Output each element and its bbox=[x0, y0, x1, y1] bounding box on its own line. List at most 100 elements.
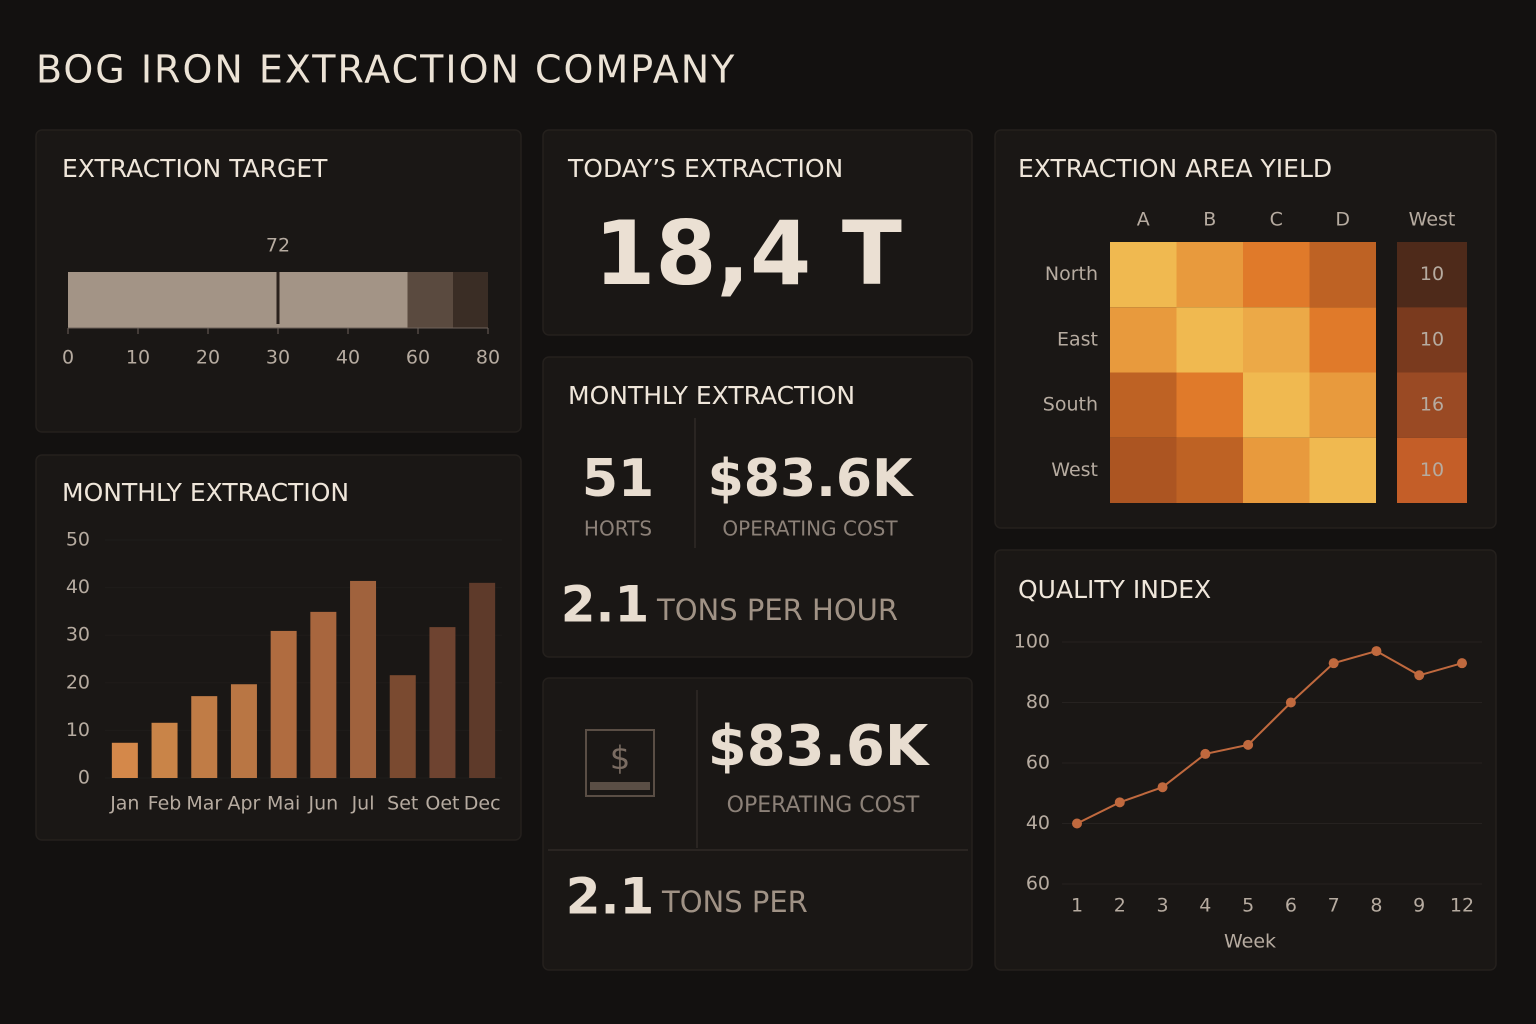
x-tick-label: 80 bbox=[476, 347, 500, 369]
x-tick-label: 12 bbox=[1450, 895, 1474, 917]
x-tick-label: Feb bbox=[148, 793, 182, 815]
bar bbox=[151, 722, 178, 778]
y-tick-label: 60 bbox=[1026, 873, 1050, 895]
y-tick-label: 40 bbox=[1026, 812, 1050, 834]
kpi-title: TODAY’S EXTRACTION bbox=[567, 154, 843, 183]
bar bbox=[111, 742, 138, 778]
icon-symbol: $ bbox=[610, 739, 630, 777]
heat-cell bbox=[1110, 437, 1177, 503]
kpi-value: $83.6K bbox=[708, 714, 931, 779]
line-series bbox=[1076, 649, 1463, 825]
heat-cell bbox=[1176, 242, 1243, 308]
cell-label: 10 bbox=[1420, 459, 1444, 481]
bar bbox=[469, 582, 496, 778]
heat-cell bbox=[1176, 307, 1243, 373]
y-tick-label: 100 bbox=[1014, 631, 1050, 653]
column-label: B bbox=[1203, 209, 1216, 231]
point bbox=[1157, 782, 1168, 793]
kpi-label: HORTS bbox=[584, 517, 652, 541]
kpi-label: OPERATING COST bbox=[722, 517, 898, 541]
heat-cell bbox=[1243, 307, 1310, 373]
heat-cell bbox=[1110, 307, 1177, 373]
heat-cell bbox=[1110, 372, 1177, 438]
y-tick-label: 60 bbox=[1026, 752, 1050, 774]
y-tick-label: 50 bbox=[66, 529, 90, 551]
x-tick-label: Dec bbox=[464, 793, 501, 815]
kpi-value: 51 bbox=[582, 449, 654, 509]
range-band bbox=[453, 272, 488, 328]
x-tick-label: Jun bbox=[308, 793, 339, 815]
point bbox=[1200, 748, 1211, 759]
side-cell bbox=[1397, 307, 1467, 373]
heat-cell bbox=[1309, 437, 1376, 503]
x-tick-label: 30 bbox=[266, 347, 290, 369]
bar bbox=[310, 611, 337, 778]
bar bbox=[191, 696, 218, 778]
panel bbox=[994, 549, 1497, 971]
column-label: A bbox=[1137, 209, 1150, 231]
bar bbox=[270, 630, 297, 778]
point bbox=[1285, 697, 1296, 708]
heat-cell bbox=[1243, 437, 1310, 503]
bar bbox=[350, 580, 377, 778]
panel bbox=[542, 356, 973, 658]
range-band bbox=[68, 272, 408, 328]
x-axis-label: Week bbox=[1224, 931, 1276, 953]
y-tick-label: 80 bbox=[1026, 691, 1050, 713]
y-tick-label: 0 bbox=[78, 767, 90, 789]
point bbox=[1414, 670, 1425, 681]
heat-cell bbox=[1309, 307, 1376, 373]
x-tick-label: Mai bbox=[267, 793, 300, 815]
heat-cell bbox=[1309, 242, 1376, 308]
x-tick-label: Jul bbox=[351, 793, 375, 815]
kpi-value: 2.1 bbox=[566, 868, 655, 926]
kpi-label: TONS PER HOUR bbox=[656, 593, 898, 627]
heat-cell bbox=[1309, 372, 1376, 438]
y-tick-label: 30 bbox=[66, 624, 90, 646]
x-tick-label: 60 bbox=[406, 347, 430, 369]
x-tick-label: 5 bbox=[1242, 895, 1254, 917]
panel bbox=[542, 677, 973, 971]
x-tick-label: 7 bbox=[1328, 895, 1340, 917]
panel-title: MONTHLY EXTRACTION bbox=[62, 478, 349, 507]
point bbox=[1243, 739, 1254, 750]
point bbox=[1371, 646, 1382, 657]
column-label: West bbox=[1409, 209, 1456, 231]
x-tick-label: 40 bbox=[336, 347, 360, 369]
kpi-label: TONS PER bbox=[661, 885, 808, 919]
bar bbox=[389, 675, 416, 778]
heat-cell bbox=[1176, 372, 1243, 438]
y-tick-label: 40 bbox=[66, 576, 90, 598]
kpi-title: MONTHLY EXTRACTION bbox=[568, 381, 855, 410]
cell-label: 16 bbox=[1420, 394, 1444, 416]
target-annotation: 72 bbox=[266, 235, 290, 257]
x-tick-label: 1 bbox=[1071, 895, 1083, 917]
x-tick-label: Set bbox=[387, 793, 418, 815]
heat-cell bbox=[1176, 437, 1243, 503]
x-tick-label: 6 bbox=[1285, 895, 1297, 917]
y-tick-label: 20 bbox=[66, 671, 90, 693]
page-title: BOG IRON EXTRACTION COMPANY bbox=[36, 48, 736, 92]
x-tick-label: 4 bbox=[1199, 895, 1211, 917]
bar bbox=[429, 627, 456, 778]
side-cell bbox=[1397, 372, 1467, 438]
cell-label: 10 bbox=[1420, 328, 1444, 350]
point bbox=[1072, 818, 1082, 829]
kpi-value: 2.1 bbox=[561, 576, 650, 634]
kpi-value: $83.6K bbox=[708, 449, 914, 509]
row-label: North bbox=[1045, 263, 1098, 285]
panel-title: QUALITY INDEX bbox=[1018, 575, 1211, 604]
column-label: D bbox=[1335, 209, 1350, 231]
x-tick-label: 3 bbox=[1157, 895, 1169, 917]
x-tick-label: Apr bbox=[228, 793, 261, 815]
y-tick-label: 10 bbox=[66, 719, 90, 741]
x-tick-label: Jan bbox=[109, 793, 139, 815]
point bbox=[1328, 658, 1339, 669]
panel-title: EXTRACTION TARGET bbox=[62, 154, 328, 183]
cell-label: 10 bbox=[1420, 263, 1444, 285]
side-cell bbox=[1397, 242, 1467, 308]
cost-icon bbox=[585, 729, 655, 797]
x-tick-label: 20 bbox=[196, 347, 220, 369]
panel bbox=[542, 129, 973, 336]
